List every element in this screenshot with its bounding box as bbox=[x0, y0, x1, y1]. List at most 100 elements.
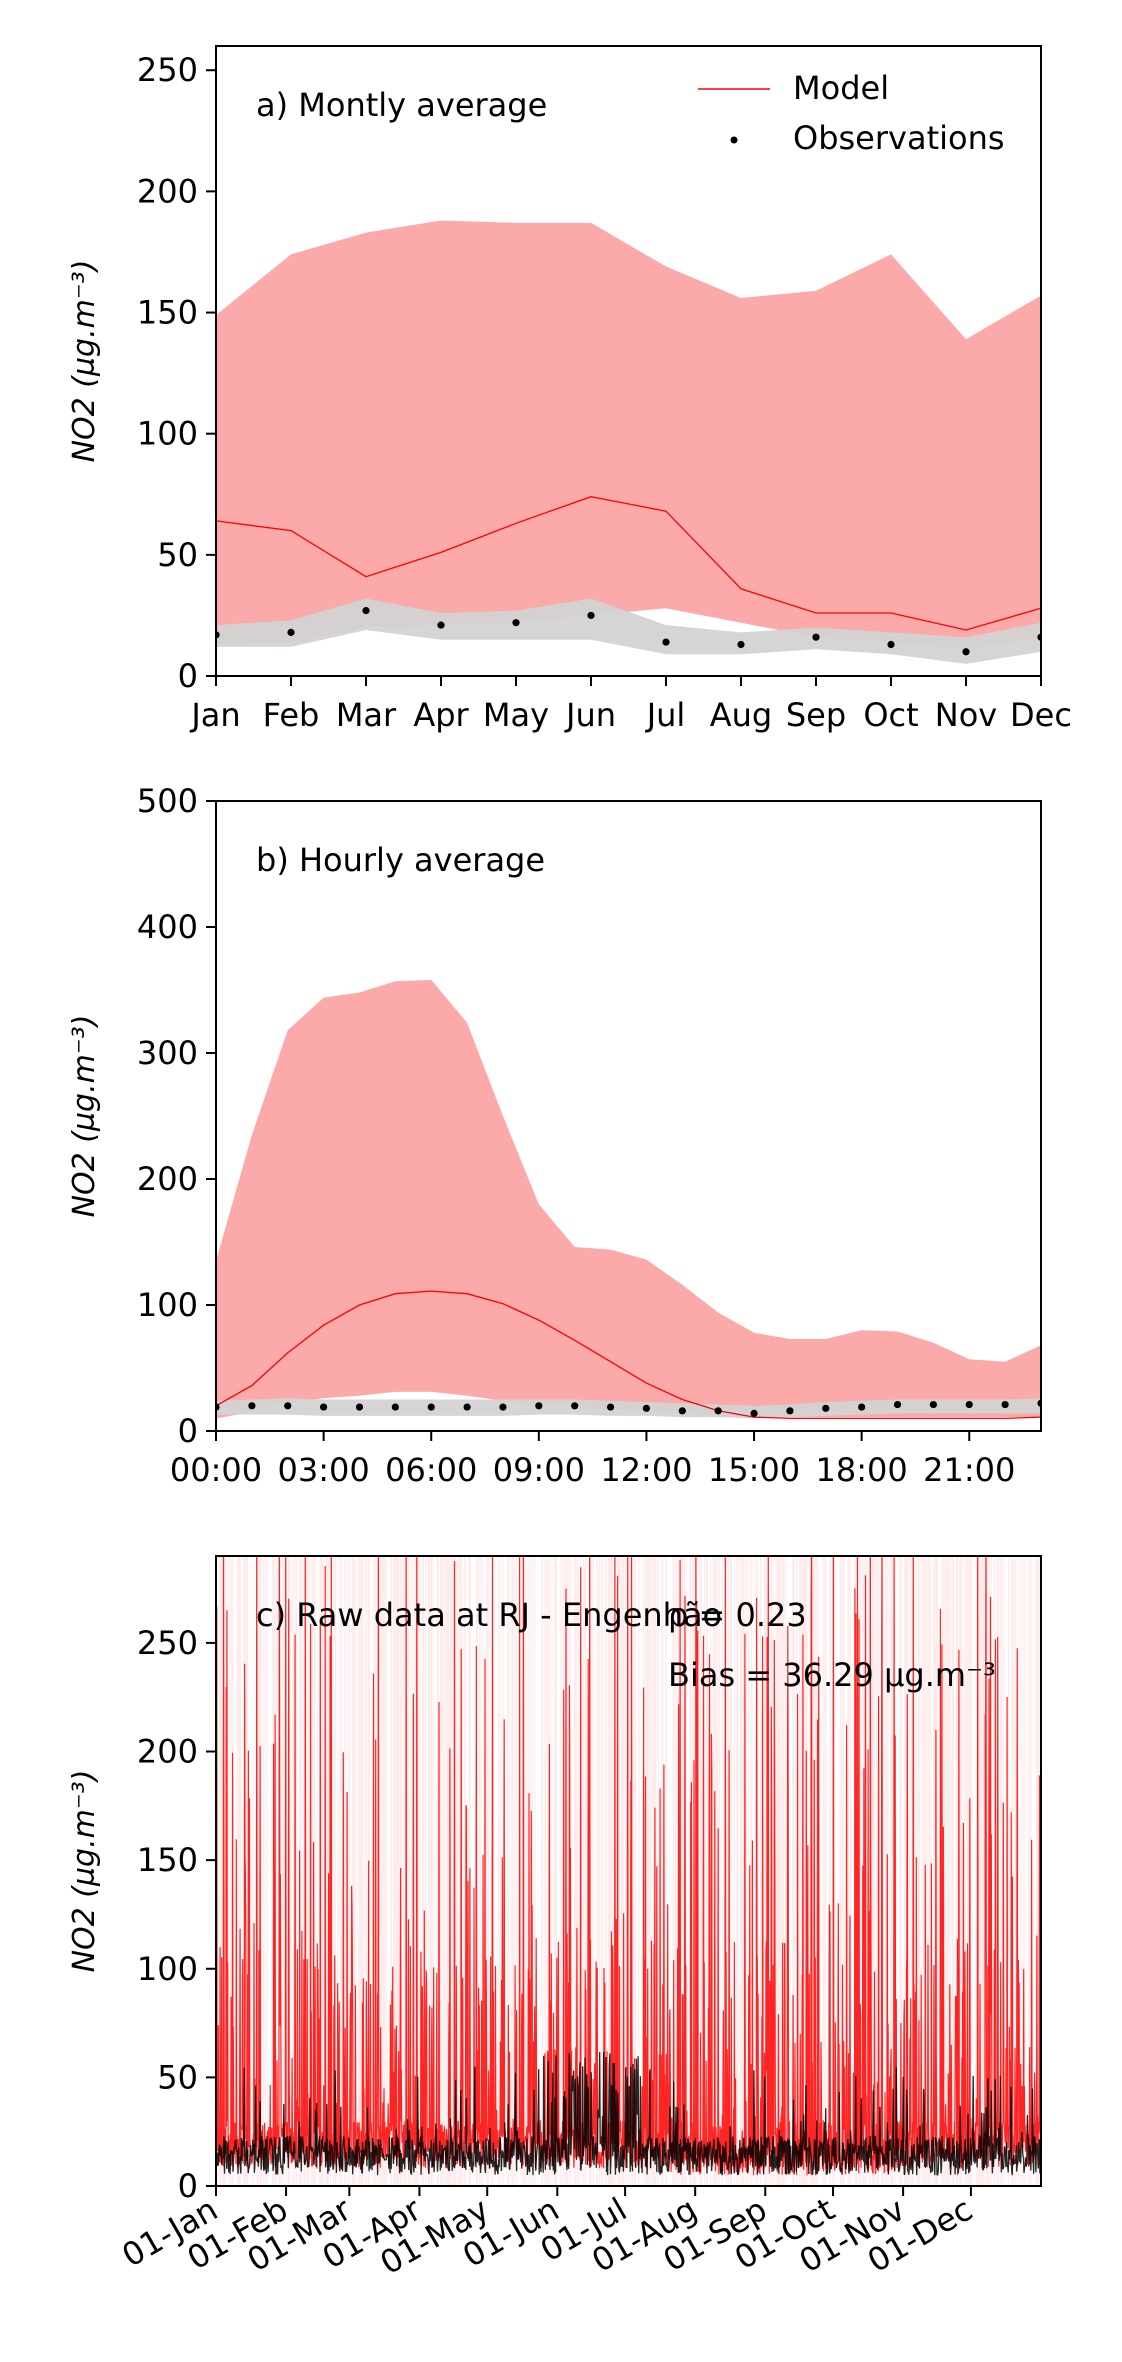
hourly-observation-point bbox=[535, 1402, 543, 1410]
monthly-ytick-label: 250 bbox=[137, 51, 198, 89]
hourly-ytick-label: 100 bbox=[137, 1286, 198, 1324]
monthly-observation-point bbox=[287, 628, 295, 636]
monthly-xtick-label: Mar bbox=[336, 696, 397, 734]
hourly-xtick-label: 00:00 bbox=[170, 1451, 262, 1489]
panel-hourly-average: 0 100 200 300 400 500 00:00 03:00 06:00 09:00 12:0… bbox=[67, 782, 1042, 1489]
hourly-observation-point bbox=[750, 1409, 758, 1417]
raw-model-line bbox=[216, 1556, 1041, 2176]
hourly-observation-point bbox=[929, 1400, 937, 1409]
axes-frame-monthly bbox=[215, 45, 1042, 677]
monthly-observation-range-band bbox=[216, 598, 1041, 664]
monthly-xtick-label: Apr bbox=[413, 696, 469, 734]
hourly-ytick-label: 200 bbox=[137, 1160, 198, 1198]
ticks-monthly: 0 50 100 150 200 250 Jan Feb Mar Apr May Jun Jul Aug S… bbox=[137, 51, 1072, 734]
monthly-observation-point bbox=[587, 611, 595, 620]
hourly-ytick-label: 300 bbox=[137, 1034, 198, 1072]
monthly-ytick-label: 50 bbox=[157, 536, 198, 574]
hourly-observation-point bbox=[786, 1407, 794, 1415]
hourly-observation-point bbox=[606, 1403, 615, 1411]
hourly-observation-point bbox=[320, 1403, 328, 1411]
y-axis-label-monthly: NO2 (µg.m⁻³) bbox=[67, 260, 102, 463]
hourly-observation-point bbox=[1001, 1400, 1009, 1409]
hourly-observation-point bbox=[858, 1403, 866, 1411]
hourly-xtick-label: 03:00 bbox=[277, 1451, 369, 1489]
monthly-ytick-label: 150 bbox=[137, 294, 198, 332]
hourly-observation-point bbox=[822, 1404, 830, 1412]
hourly-observation-point bbox=[355, 1403, 364, 1411]
hourly-observation-point bbox=[463, 1403, 471, 1411]
hourly-observation-point bbox=[571, 1402, 579, 1410]
hourly-observation-point bbox=[965, 1400, 973, 1409]
monthly-xtick-label: Feb bbox=[263, 696, 320, 734]
monthly-observation-point bbox=[887, 640, 895, 649]
raw-ytick-label: 250 bbox=[137, 1624, 198, 1662]
monthly-ytick-label: 200 bbox=[137, 172, 198, 210]
plot-area-monthly bbox=[216, 220, 1041, 664]
monthly-xtick-label: Oct bbox=[863, 696, 918, 734]
plot-area-hourly bbox=[216, 979, 1041, 1420]
monthly-xtick-label: Dec bbox=[1010, 696, 1072, 734]
hourly-ytick-label: 500 bbox=[137, 782, 198, 820]
hourly-xtick-label: 09:00 bbox=[493, 1451, 585, 1489]
raw-ytick-label: 50 bbox=[157, 2058, 198, 2096]
legend-model-label: Model bbox=[793, 69, 889, 107]
monthly-model-range-band bbox=[216, 220, 1041, 650]
bias-stat: Bias = 36.29 µg.m⁻³ bbox=[668, 1656, 996, 1694]
hourly-observation-point bbox=[284, 1402, 292, 1410]
raw-ytick-label: 100 bbox=[137, 1950, 198, 1988]
raw-ytick-label: 200 bbox=[137, 1733, 198, 1771]
monthly-xtick-label: May bbox=[483, 696, 549, 734]
panel-monthly-average: 0 50 100 150 200 250 Jan Feb Mar Apr May Jun Jul Aug S… bbox=[67, 45, 1072, 734]
monthly-observation-point bbox=[737, 640, 745, 649]
monthly-model-line bbox=[216, 496, 1041, 631]
y-axis-label-hourly: NO2 (µg.m⁻³) bbox=[67, 1015, 102, 1218]
monthly-xtick-label: Aug bbox=[710, 696, 772, 734]
plot-area-raw bbox=[216, 1556, 1041, 2186]
raw-ytick-label: 0 bbox=[178, 2167, 198, 2205]
raw-ytick-label: 150 bbox=[137, 1841, 198, 1879]
panel-title-monthly: a) Montly average bbox=[256, 86, 547, 124]
legend: Model Observations bbox=[698, 69, 1005, 157]
hourly-observation-point bbox=[499, 1403, 507, 1411]
hourly-xtick-label: 18:00 bbox=[816, 1451, 908, 1489]
hourly-model-line bbox=[216, 1290, 1041, 1420]
axes-frame-hourly bbox=[215, 800, 1042, 1432]
monthly-xtick-label: Jun bbox=[564, 696, 616, 734]
hourly-observation-point bbox=[391, 1403, 399, 1411]
monthly-ytick-label: 0 bbox=[178, 657, 198, 695]
monthly-observation-point bbox=[662, 638, 670, 646]
monthly-observation-point bbox=[962, 648, 970, 656]
panel-raw-data: 05010015020025001-Jan01-Feb01-Mar01-Apr0… bbox=[67, 1555, 1042, 2282]
monthly-xtick-label: Jan bbox=[189, 696, 240, 734]
hourly-observation-point bbox=[427, 1403, 435, 1411]
monthly-xtick-label: Sep bbox=[786, 696, 846, 734]
axes-frame-raw bbox=[215, 1555, 1042, 2187]
hourly-xtick-label: 15:00 bbox=[708, 1451, 800, 1489]
hourly-observation-point bbox=[642, 1404, 651, 1412]
raw-observation-line bbox=[216, 2051, 1041, 2176]
monthly-observation-point bbox=[437, 621, 445, 629]
monthly-observation-point bbox=[362, 606, 370, 615]
hourly-xtick-label: 12:00 bbox=[600, 1451, 692, 1489]
monthly-xtick-label: Jul bbox=[645, 696, 686, 734]
hourly-xtick-label: 21:00 bbox=[923, 1451, 1015, 1489]
hourly-ytick-label: 400 bbox=[137, 908, 198, 946]
monthly-observation-point bbox=[512, 619, 520, 627]
monthly-ytick-label: 100 bbox=[137, 415, 198, 453]
ticks-hourly: 0 100 200 300 400 500 00:00 03:00 06:00 09:00 12:0… bbox=[137, 782, 1015, 1489]
hourly-observation-point bbox=[678, 1407, 686, 1415]
rho-stat: ρ = 0.23 bbox=[668, 1596, 807, 1634]
y-axis-label-raw: NO2 (µg.m⁻³) bbox=[67, 1770, 102, 1973]
hourly-xtick-label: 06:00 bbox=[385, 1451, 477, 1489]
panel-title-raw: c) Raw data at RJ - Engenhão bbox=[256, 1596, 722, 1634]
monthly-xtick-label: Nov bbox=[935, 696, 997, 734]
legend-observations-swatch bbox=[730, 136, 738, 144]
hourly-observation-point bbox=[248, 1402, 256, 1410]
legend-observations-label: Observations bbox=[793, 119, 1005, 157]
hourly-observation-range-band bbox=[216, 1398, 1041, 1419]
hourly-observation-point bbox=[714, 1407, 722, 1415]
panel-title-hourly: b) Hourly average bbox=[256, 841, 545, 879]
monthly-observation-point bbox=[812, 633, 820, 641]
hourly-model-range-band bbox=[216, 979, 1041, 1419]
